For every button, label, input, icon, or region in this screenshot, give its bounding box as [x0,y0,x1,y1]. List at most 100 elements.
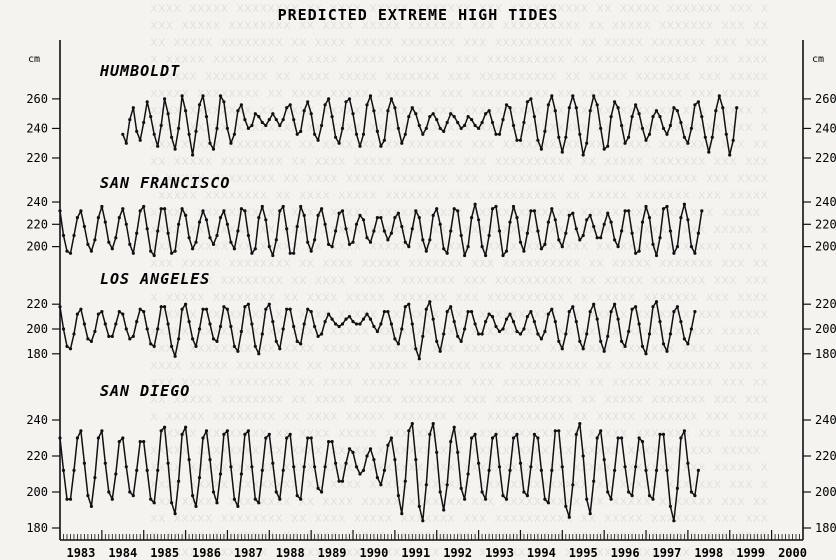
data-point [239,103,243,107]
data-point [592,302,596,306]
data-point [574,227,578,231]
data-point [623,141,627,145]
data-point [278,209,282,213]
data-point [201,307,205,311]
data-point [585,497,589,501]
data-point [567,310,571,314]
data-point [630,115,634,119]
data-point [299,342,303,346]
data-point [539,247,544,251]
data-point [281,327,285,331]
data-point [72,233,76,238]
data-point [166,112,170,116]
data-point [187,132,191,136]
data-point [264,307,268,311]
data-point [166,322,170,326]
data-point [285,106,289,110]
data-point [400,327,404,331]
data-point [442,332,446,336]
data-point [375,216,379,220]
data-point [714,109,718,113]
data-point [347,315,352,319]
data-point [679,320,683,324]
data-point [682,337,687,341]
data-point [93,329,97,334]
data-point [707,150,711,154]
data-point [180,307,184,311]
data-point [327,440,331,444]
data-point [124,327,128,331]
data-point [128,118,132,122]
data-point [609,497,613,501]
data-point [327,242,331,246]
data-point [218,216,223,220]
data-point [417,216,421,220]
data-point [480,120,484,125]
y-tick-label: 220 [26,151,48,165]
data-point [588,109,592,113]
data-point [634,465,638,469]
data-point [79,429,83,433]
data-point [58,209,62,213]
data-point [58,436,62,440]
data-point [211,242,216,246]
data-point [529,209,533,213]
data-point [675,109,680,113]
data-point [672,310,676,314]
data-point [340,209,345,213]
data-point [121,436,125,440]
data-point [599,429,603,433]
data-point [320,332,324,336]
data-point [658,236,662,240]
data-point [654,468,659,472]
data-point [557,238,561,242]
series-line [122,95,738,156]
data-point [627,135,631,139]
data-point [658,320,662,324]
data-point [330,245,334,249]
data-point [149,115,153,119]
data-point [79,307,83,311]
data-point [529,97,533,101]
x-tick-label: 1995 [569,546,598,560]
data-point [372,229,376,233]
data-point [337,141,341,145]
data-point [525,231,530,235]
data-point [606,490,610,494]
data-point [504,497,509,501]
data-point [403,132,407,136]
data-point [201,436,205,440]
data-point [644,138,648,142]
data-point [421,334,425,338]
data-point [525,100,530,104]
y-tick-label: 200 [26,322,48,336]
data-point [229,465,233,469]
data-point [278,123,282,128]
data-point [613,100,617,104]
data-point [334,322,338,326]
data-point [330,440,334,444]
data-point [191,337,195,341]
data-point [438,222,442,226]
data-point [274,118,278,122]
data-point [400,141,404,145]
data-point [490,120,495,125]
x-tick-label: 1988 [276,546,305,560]
x-tick-label: 1998 [694,546,723,560]
data-point [700,209,704,213]
data-point [264,123,268,128]
data-point [299,129,303,133]
data-point [82,224,86,229]
data-point [61,233,66,238]
data-point [89,339,93,343]
data-point [170,251,174,255]
data-point [278,497,282,501]
data-point [103,461,107,465]
data-point [438,126,442,130]
data-point [121,312,125,316]
data-point [389,231,393,235]
data-point [431,422,435,426]
data-point [68,497,73,501]
data-point [229,324,233,329]
data-point [477,218,481,222]
